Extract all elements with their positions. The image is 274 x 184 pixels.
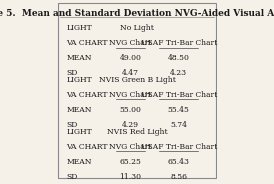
Text: 65.43: 65.43 bbox=[168, 158, 190, 166]
Text: NVIS Red Light: NVIS Red Light bbox=[107, 128, 167, 135]
Text: NVG Chart: NVG Chart bbox=[109, 39, 152, 47]
Text: NVG Chart: NVG Chart bbox=[109, 143, 152, 151]
Text: Table 5.  Mean and Standard Deviation NVG-Aided Visual Acuity: Table 5. Mean and Standard Deviation NVG… bbox=[0, 9, 274, 18]
Text: VA CHART: VA CHART bbox=[66, 91, 108, 99]
Text: 8.56: 8.56 bbox=[170, 173, 187, 181]
Text: LIGHT: LIGHT bbox=[66, 76, 92, 84]
Text: 48.50: 48.50 bbox=[168, 54, 190, 62]
Text: MEAN: MEAN bbox=[66, 54, 92, 62]
Text: SD: SD bbox=[66, 121, 78, 129]
Text: USAF Tri-Bar Chart: USAF Tri-Bar Chart bbox=[141, 143, 217, 151]
Text: MEAN: MEAN bbox=[66, 158, 92, 166]
Text: 11.30: 11.30 bbox=[119, 173, 142, 181]
Text: SD: SD bbox=[66, 173, 78, 181]
Text: VA CHART: VA CHART bbox=[66, 143, 108, 151]
Text: MEAN: MEAN bbox=[66, 106, 92, 114]
Text: 49.00: 49.00 bbox=[120, 54, 141, 62]
FancyBboxPatch shape bbox=[58, 3, 216, 178]
Text: USAF Tri-Bar Chart: USAF Tri-Bar Chart bbox=[141, 91, 217, 99]
Text: NVG Chart: NVG Chart bbox=[109, 91, 152, 99]
Text: SD: SD bbox=[66, 69, 78, 77]
Text: No Light: No Light bbox=[120, 24, 154, 32]
Text: 65.25: 65.25 bbox=[120, 158, 141, 166]
Text: LIGHT: LIGHT bbox=[66, 128, 92, 135]
Text: USAF Tri-Bar Chart: USAF Tri-Bar Chart bbox=[141, 39, 217, 47]
Text: 55.00: 55.00 bbox=[120, 106, 141, 114]
Text: 55.45: 55.45 bbox=[168, 106, 190, 114]
Text: 4.29: 4.29 bbox=[122, 121, 139, 129]
Text: LIGHT: LIGHT bbox=[66, 24, 92, 32]
Text: NVIS Green B Light: NVIS Green B Light bbox=[99, 76, 175, 84]
Text: 5.74: 5.74 bbox=[170, 121, 187, 129]
Text: 4.23: 4.23 bbox=[170, 69, 187, 77]
Text: 4.47: 4.47 bbox=[122, 69, 139, 77]
Text: VA CHART: VA CHART bbox=[66, 39, 108, 47]
